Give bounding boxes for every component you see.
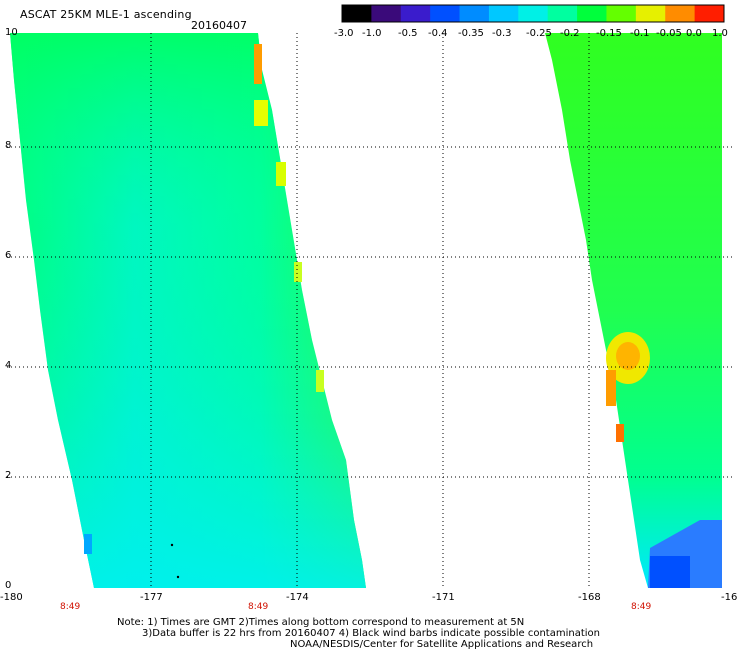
footer-note-1: Note: 1) Times are GMT 2)Times along bot… bbox=[117, 617, 525, 628]
colorbar-swatch bbox=[547, 5, 578, 22]
colorbar-label: 1.0 bbox=[712, 28, 728, 39]
lat-tick: 10 bbox=[5, 27, 18, 38]
lon-tick: -171 bbox=[432, 592, 455, 603]
lon-tick: -180 bbox=[0, 592, 23, 603]
grid-lines bbox=[7, 33, 733, 588]
lat-tick: 8 bbox=[5, 140, 12, 151]
lon-tick: -168 bbox=[578, 592, 601, 603]
colorbar-label: -0.4 bbox=[428, 28, 448, 39]
colorbar-label: -1.0 bbox=[362, 28, 382, 39]
colorbar-swatch bbox=[606, 5, 637, 22]
footer-note-3: NOAA/NESDIS/Center for Satellite Applica… bbox=[290, 639, 594, 650]
colorbar-label: -0.5 bbox=[398, 28, 418, 39]
colorbar-swatch bbox=[400, 5, 431, 22]
colorbar-swatch bbox=[577, 5, 607, 22]
colorbar-label: -3.0 bbox=[334, 28, 354, 39]
colorbar-label: -0.2 bbox=[560, 28, 580, 39]
lat-tick: 2 bbox=[5, 470, 12, 481]
colorbar-label: -0.3 bbox=[492, 28, 512, 39]
colorbar-swatch bbox=[459, 5, 490, 22]
colorbar-label: -0.1 bbox=[630, 28, 650, 39]
colorbar-swatch bbox=[518, 5, 549, 22]
colorbar bbox=[341, 4, 725, 23]
colorbar-swatch bbox=[635, 5, 666, 22]
colorbar-swatch bbox=[430, 5, 461, 22]
swath-time: 8:49 bbox=[631, 602, 652, 612]
colorbar-swatch bbox=[488, 5, 519, 22]
colorbar-label: -0.05 bbox=[656, 28, 682, 39]
colorbar-swatch bbox=[371, 5, 402, 22]
colorbar-label: -0.35 bbox=[458, 28, 484, 39]
map-title: ASCAT 25KM MLE-1 ascending bbox=[20, 8, 192, 21]
map-date: 20160407 bbox=[191, 19, 247, 32]
colorbar-label: 0.0 bbox=[686, 28, 702, 39]
lon-tick: -177 bbox=[140, 592, 163, 603]
colorbar-swatch bbox=[665, 5, 696, 22]
swath-time: 8:49 bbox=[248, 602, 269, 612]
left-swath bbox=[10, 33, 366, 588]
colorbar-label: -0.25 bbox=[526, 28, 552, 39]
right-swath bbox=[545, 33, 722, 588]
lat-tick: 0 bbox=[5, 580, 12, 591]
footer-note-2: 3)Data buffer is 22 hrs from 20160407 4)… bbox=[142, 628, 600, 639]
colorbar-swatch bbox=[342, 5, 372, 22]
colorbar-swatch bbox=[694, 5, 725, 22]
lon-tick: -174 bbox=[286, 592, 309, 603]
swath-time: 8:49 bbox=[60, 602, 81, 612]
lon-tick: -16 bbox=[721, 592, 738, 603]
lat-tick: 4 bbox=[5, 360, 12, 371]
colorbar-label: -0.15 bbox=[596, 28, 622, 39]
colorbar-border bbox=[341, 4, 725, 23]
lat-tick: 6 bbox=[5, 250, 12, 261]
